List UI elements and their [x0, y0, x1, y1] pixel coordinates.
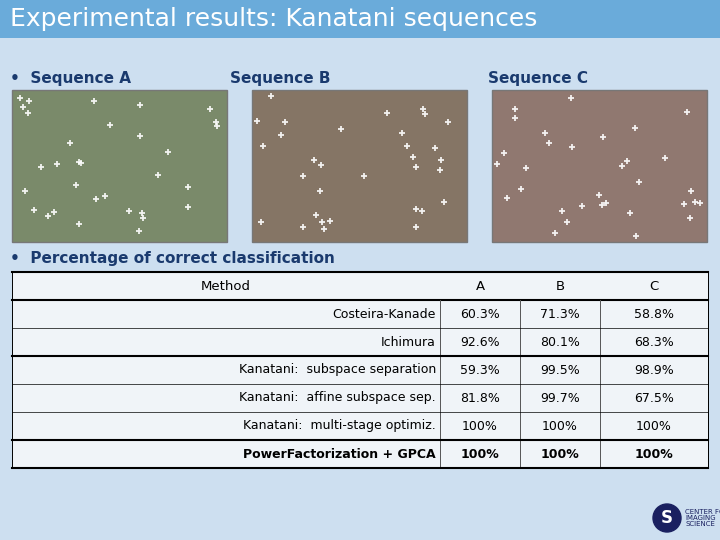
- Text: A: A: [475, 280, 485, 293]
- Text: Kanatani:  subspace separation: Kanatani: subspace separation: [239, 363, 436, 376]
- Text: mris ionlab: mris ionlab: [55, 272, 685, 368]
- FancyBboxPatch shape: [492, 90, 707, 242]
- Text: •  Percentage of correct classification: • Percentage of correct classification: [10, 251, 335, 266]
- Text: B: B: [555, 280, 564, 293]
- Text: 99.7%: 99.7%: [540, 392, 580, 404]
- Text: PowerFactorization + GPCA: PowerFactorization + GPCA: [243, 448, 436, 461]
- Text: •  Sequence A: • Sequence A: [10, 71, 131, 85]
- Text: Experimental results: Kanatani sequences: Experimental results: Kanatani sequences: [10, 7, 537, 31]
- FancyBboxPatch shape: [12, 272, 708, 468]
- Text: 100%: 100%: [634, 448, 673, 461]
- FancyBboxPatch shape: [252, 90, 467, 242]
- Text: S: S: [661, 509, 673, 527]
- Text: 60.3%: 60.3%: [460, 307, 500, 321]
- Text: Method: Method: [201, 280, 251, 293]
- Text: 71.3%: 71.3%: [540, 307, 580, 321]
- Text: Ichimura: Ichimura: [381, 335, 436, 348]
- Text: 59.3%: 59.3%: [460, 363, 500, 376]
- Text: 98.9%: 98.9%: [634, 363, 674, 376]
- Text: 100%: 100%: [542, 420, 578, 433]
- Text: 68.3%: 68.3%: [634, 335, 674, 348]
- Text: Costeira-Kanade: Costeira-Kanade: [333, 307, 436, 321]
- Text: C: C: [649, 280, 659, 293]
- Text: Sequence B: Sequence B: [230, 71, 330, 85]
- Circle shape: [653, 504, 681, 532]
- Text: 81.8%: 81.8%: [460, 392, 500, 404]
- Text: CENTER FOR: CENTER FOR: [685, 509, 720, 515]
- Text: Kanatani:  affine subspace sep.: Kanatani: affine subspace sep.: [239, 392, 436, 404]
- Text: SCIENCE: SCIENCE: [685, 521, 715, 527]
- Text: 99.5%: 99.5%: [540, 363, 580, 376]
- FancyBboxPatch shape: [0, 0, 720, 38]
- Text: 58.8%: 58.8%: [634, 307, 674, 321]
- Text: 92.6%: 92.6%: [460, 335, 500, 348]
- FancyBboxPatch shape: [12, 90, 227, 242]
- Text: 100%: 100%: [462, 420, 498, 433]
- Text: 80.1%: 80.1%: [540, 335, 580, 348]
- Text: 67.5%: 67.5%: [634, 392, 674, 404]
- Text: 100%: 100%: [541, 448, 580, 461]
- Text: Kanatani:  multi-stage optimiz.: Kanatani: multi-stage optimiz.: [243, 420, 436, 433]
- Text: 100%: 100%: [636, 420, 672, 433]
- Text: 100%: 100%: [461, 448, 500, 461]
- Text: IMAGING: IMAGING: [685, 515, 716, 521]
- Text: Sequence C: Sequence C: [488, 71, 588, 85]
